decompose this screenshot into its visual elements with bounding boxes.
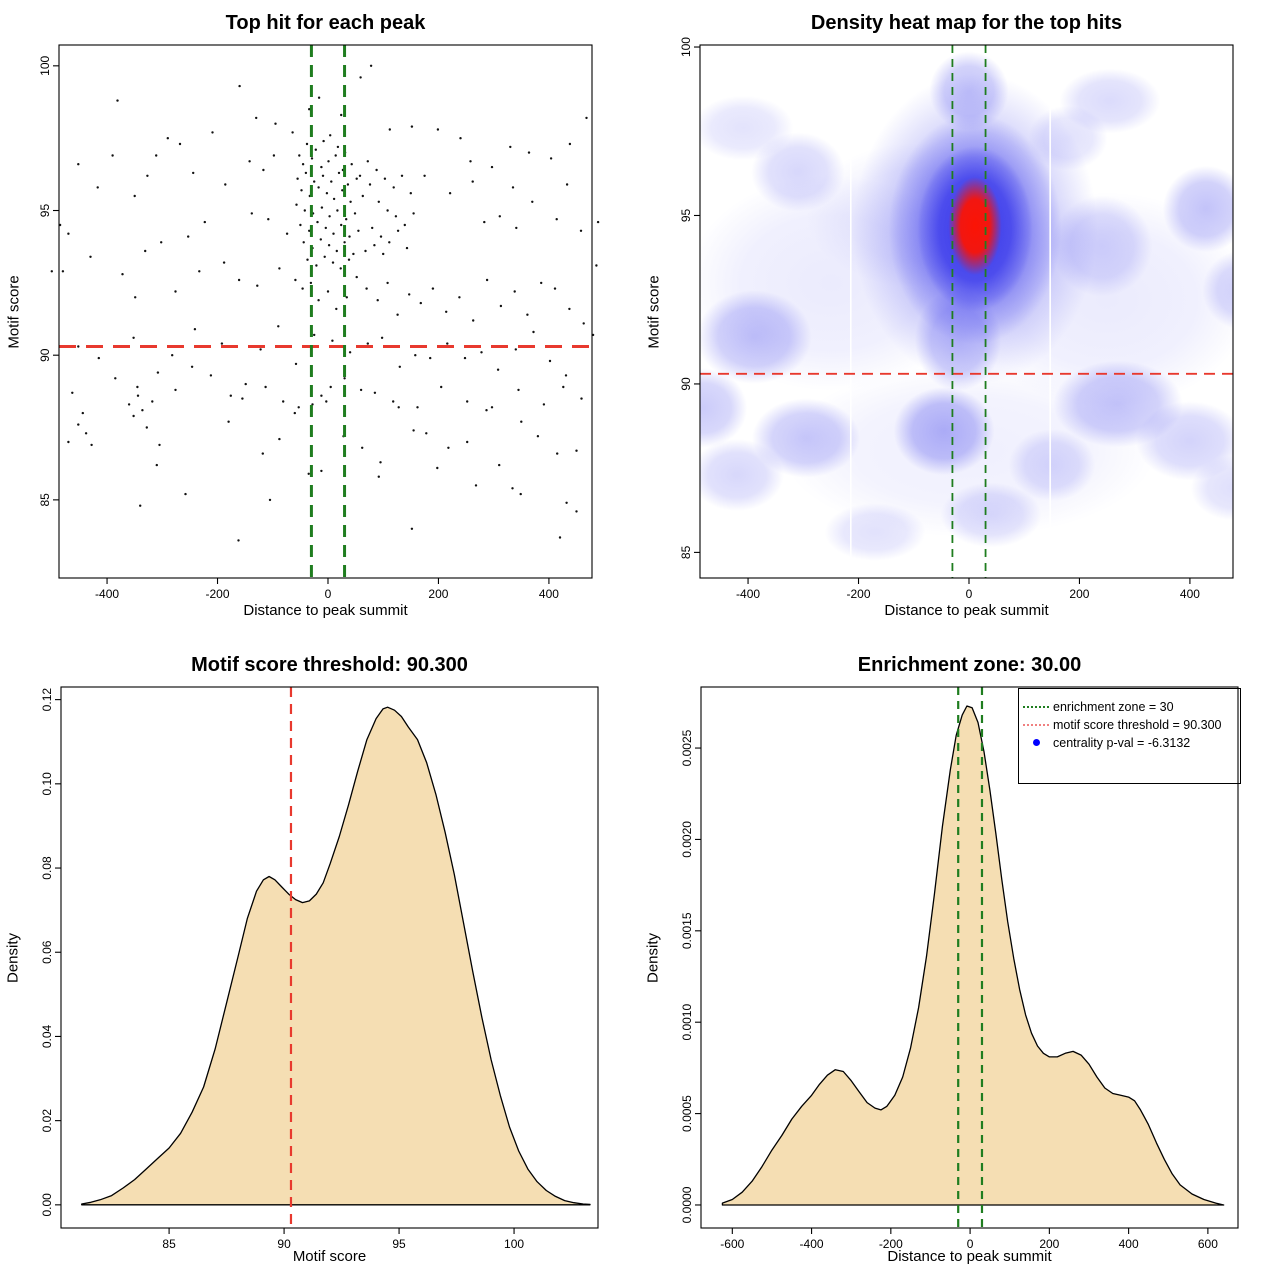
plot-box bbox=[58, 44, 593, 579]
scatter-plot-svg: -400 -200 0 200 400 85 90 95 100 bbox=[38, 44, 600, 601]
y-axis-ticks: 85 90 95 100 bbox=[38, 56, 59, 507]
panel-enrichment-zone-density: Enrichment zone: 30.00 Distance to peak … bbox=[640, 640, 1280, 1280]
x-tick-label: 100 bbox=[504, 1237, 524, 1251]
heatmap-plot-svg: -400 -200 0 200 400 85 90 95 100 bbox=[679, 37, 1234, 601]
x-tick-label: -200 bbox=[847, 587, 871, 601]
panel-motif-score-density: Motif score threshold: 90.300 Motif scor… bbox=[0, 640, 640, 1280]
x-tick-label: 200 bbox=[428, 587, 448, 601]
x-tick-label: -200 bbox=[206, 587, 230, 601]
y-tick-label: 95 bbox=[679, 208, 693, 222]
x-tick-label: -400 bbox=[800, 1237, 824, 1251]
y-tick-label: 0.02 bbox=[40, 1109, 54, 1133]
y-tick-label: 0.0005 bbox=[680, 1095, 694, 1132]
y-tick-label: 85 bbox=[679, 545, 693, 559]
green-dotted-line-icon bbox=[1019, 705, 1053, 708]
x-tick-label: 400 bbox=[1119, 1237, 1139, 1251]
x-axis-ticks: -400 -200 0 200 400 bbox=[95, 578, 559, 601]
density-curve bbox=[721, 705, 1225, 1206]
x-tick-label: -200 bbox=[879, 1237, 903, 1251]
x-tick-label: 400 bbox=[1180, 587, 1200, 601]
y-tick-label: 0.10 bbox=[40, 772, 54, 796]
plot-box bbox=[700, 686, 1239, 1229]
heatmap-title: Density heat map for the top hits bbox=[810, 12, 1123, 34]
plot-box bbox=[699, 44, 1234, 579]
y-axis-ticks: 85 90 95 100 bbox=[679, 37, 700, 559]
x-tick-label: -400 bbox=[95, 587, 119, 601]
y-axis-ticks: 0.0000 0.0005 0.0010 0.0015 0.0020 0.0025 bbox=[680, 729, 701, 1223]
y-tick-label: 0.0000 bbox=[680, 1186, 694, 1223]
salmon-dotted-line-icon bbox=[1019, 723, 1053, 726]
y-tick-label: 0.00 bbox=[40, 1193, 54, 1217]
motif-density-x-axis-label: Motif score bbox=[292, 1248, 367, 1265]
enrichment-title: Enrichment zone: 30.00 bbox=[857, 654, 1082, 676]
legend-item-motif-threshold: motif score threshold = 90.300 bbox=[1019, 716, 1240, 733]
x-tick-label: 0 bbox=[967, 1237, 974, 1251]
scatter-points bbox=[50, 64, 600, 542]
density-heatmap-surface bbox=[700, 45, 1233, 578]
y-tick-label: 0.06 bbox=[40, 940, 54, 964]
x-tick-label: 85 bbox=[162, 1237, 176, 1251]
x-tick-label: 400 bbox=[539, 587, 559, 601]
panel-top-hit-scatter: Top hit for each peak Distance to peak s… bbox=[0, 0, 640, 640]
y-tick-label: 90 bbox=[38, 348, 52, 362]
x-tick-label: -400 bbox=[736, 587, 760, 601]
x-axis-ticks: -600 -400 -200 0 200 400 600 bbox=[720, 1228, 1218, 1251]
plot-box bbox=[60, 686, 599, 1229]
scatter-title: Top hit for each peak bbox=[225, 12, 426, 34]
blue-dot-icon bbox=[1019, 739, 1053, 746]
x-tick-label: 200 bbox=[1039, 1237, 1059, 1251]
x-axis-ticks: 85 90 95 100 bbox=[162, 1228, 524, 1251]
x-tick-label: -600 bbox=[720, 1237, 744, 1251]
y-tick-label: 0.0025 bbox=[680, 729, 694, 766]
x-tick-label: 90 bbox=[277, 1237, 291, 1251]
y-tick-label: 95 bbox=[38, 204, 52, 218]
panel-density-heatmap: Density heat map for the top hits Distan… bbox=[640, 0, 1280, 640]
scatter-x-axis-label: Distance to peak summit bbox=[243, 602, 408, 619]
y-tick-label: 100 bbox=[679, 37, 693, 57]
legend-item-centrality-pval: centrality p-val = -6.3132 bbox=[1019, 734, 1240, 751]
y-tick-label: 90 bbox=[679, 377, 693, 391]
density-curve bbox=[81, 706, 591, 1206]
x-tick-label: 600 bbox=[1198, 1237, 1218, 1251]
x-tick-label: 0 bbox=[325, 587, 332, 601]
y-tick-label: 100 bbox=[38, 56, 52, 76]
motif-density-plot-svg: 85 90 95 100 0.00 0.02 0.04 0.06 0.08 0.10 0.12 bbox=[40, 686, 599, 1251]
x-tick-label: 200 bbox=[1069, 587, 1089, 601]
y-tick-label: 0.04 bbox=[40, 1024, 54, 1048]
legend: enrichment zone = 30 motif score thresho… bbox=[1018, 688, 1241, 784]
y-tick-label: 0.0010 bbox=[680, 1004, 694, 1041]
enrichment-x-axis-label: Distance to peak summit bbox=[887, 1248, 1052, 1265]
x-tick-label: 0 bbox=[966, 587, 973, 601]
legend-item-enrichment-zone: enrichment zone = 30 bbox=[1019, 698, 1240, 715]
x-tick-label: 95 bbox=[392, 1237, 406, 1251]
y-tick-label: 0.12 bbox=[40, 688, 54, 712]
motif-density-title: Motif score threshold: 90.300 bbox=[191, 654, 468, 676]
y-tick-label: 0.08 bbox=[40, 856, 54, 880]
y-tick-label: 0.0020 bbox=[680, 821, 694, 858]
y-tick-label: 85 bbox=[38, 493, 52, 507]
heatmap-x-axis-label: Distance to peak summit bbox=[884, 602, 1049, 619]
enrichment-plot-svg: -600 -400 -200 0 200 400 600 0.0000 0.0005 0.0010… bbox=[680, 686, 1239, 1251]
y-axis-ticks: 0.00 0.02 0.04 0.06 0.08 0.10 0.12 bbox=[40, 688, 61, 1217]
x-axis-ticks: -400 -200 0 200 400 bbox=[736, 578, 1200, 601]
y-tick-label: 0.0015 bbox=[680, 912, 694, 949]
